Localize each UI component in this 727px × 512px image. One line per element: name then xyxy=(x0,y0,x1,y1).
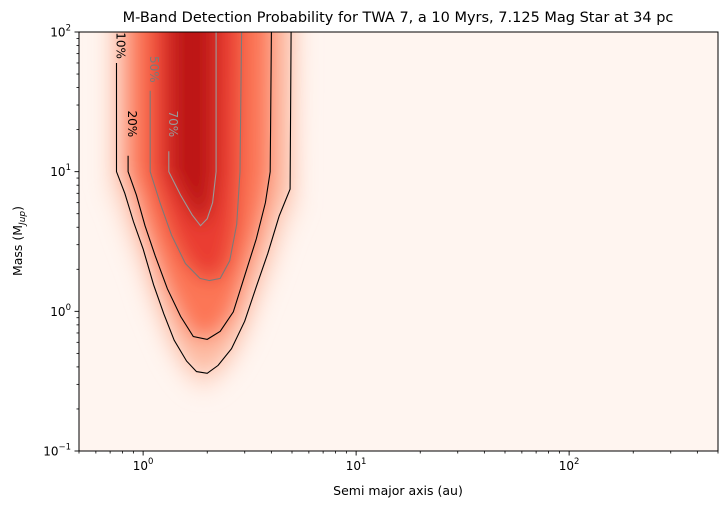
heatmap-layer xyxy=(105,32,302,392)
y-axis: 10−1 100 101 102 xyxy=(43,24,79,459)
contour-label-50pct: 50% xyxy=(147,56,161,83)
y-axis-label-subscript: Jup xyxy=(18,211,28,227)
heatmap-region-5 xyxy=(168,32,217,226)
x-axis: 100 101 102 xyxy=(78,451,719,473)
y-axis-label: Mass (MJup) xyxy=(10,206,28,276)
contour-label-layer: 10% 20% 50% 70% xyxy=(114,32,180,138)
contour-line-50pct xyxy=(149,32,243,282)
x-tick-label: 101 xyxy=(346,457,367,473)
y-tick-label: 102 xyxy=(50,24,71,40)
contour-line-10pct xyxy=(115,32,292,374)
contour-label-20pct: 20% xyxy=(125,111,139,138)
contour-line-70pct xyxy=(168,32,217,227)
contour-line-20pct xyxy=(127,32,272,340)
x-axis-label: Semi major axis (au) xyxy=(333,483,463,498)
y-tick-label: 100 xyxy=(50,303,71,319)
contour-label-70pct: 70% xyxy=(166,111,180,138)
plot-frame xyxy=(78,31,719,452)
y-axis-label-main: Mass (M xyxy=(10,225,25,276)
y-tick-label: 10−1 xyxy=(43,443,71,459)
heatmap-fill-group xyxy=(105,32,302,392)
y-axis-label-close: ) xyxy=(10,206,25,211)
contour-label-10pct: 10% xyxy=(114,32,128,59)
x-tick-label: 100 xyxy=(133,457,154,473)
chart-title: M-Band Detection Probability for TWA 7, … xyxy=(123,10,674,26)
contour-layer xyxy=(115,32,292,374)
x-tick-label: 102 xyxy=(559,457,580,473)
y-tick-label: 101 xyxy=(50,163,71,179)
